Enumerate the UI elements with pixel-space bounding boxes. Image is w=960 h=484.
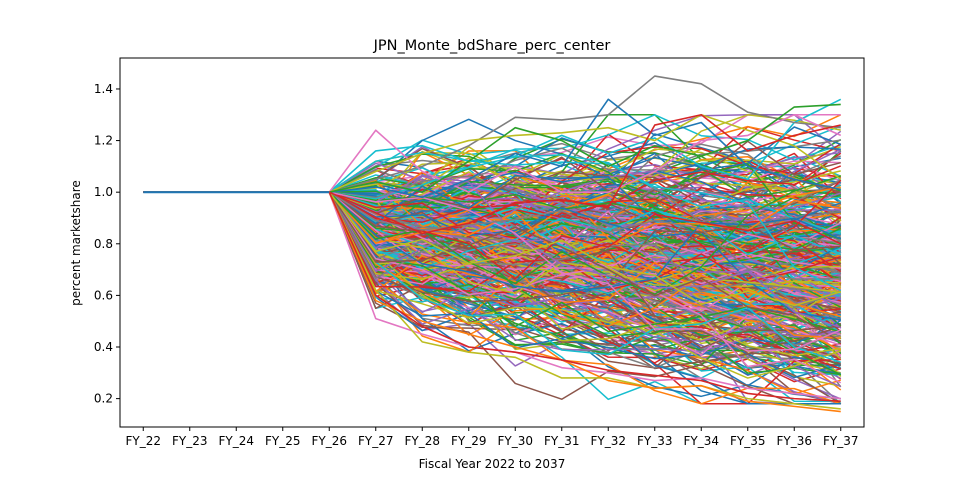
x-tick-label: FY_24 <box>218 434 254 448</box>
y-tick-label: 0.8 <box>94 237 113 251</box>
x-tick-label: FY_31 <box>544 434 580 448</box>
y-tick-label: 0.4 <box>94 340 113 354</box>
x-tick-label: FY_30 <box>497 434 533 448</box>
x-axis-label: Fiscal Year 2022 to 2037 <box>419 457 566 471</box>
x-tick-label: FY_29 <box>451 434 487 448</box>
y-tick-label: 1.4 <box>94 82 113 96</box>
x-tick-label: FY_35 <box>730 434 766 448</box>
x-tick-label: FY_33 <box>637 434 673 448</box>
y-tick-label: 1.2 <box>94 134 113 148</box>
y-tick-label: 0.2 <box>94 392 113 406</box>
axes: FY_22 FY_23 FY_24 FY_25 FY_26 FY_27 FY_28 FY_29… <box>94 57 865 448</box>
x-tick-label: FY_26 <box>311 434 347 448</box>
x-tick-label: FY_37 <box>823 434 859 448</box>
x-tick-label: FY_32 <box>590 434 626 448</box>
x-tick-label: FY_25 <box>265 434 301 448</box>
x-tick-label: FY_27 <box>358 434 394 448</box>
y-tick-label: 1.0 <box>94 185 113 199</box>
x-tick-label: FY_28 <box>404 434 440 448</box>
x-tick-label: FY_22 <box>125 434 161 448</box>
chart-title: JPN_Monte_bdShare_perc_center <box>373 38 611 54</box>
plot-frame <box>119 57 865 428</box>
x-tick-label: FY_23 <box>172 434 208 448</box>
x-tick-label: FY_36 <box>776 434 812 448</box>
y-axis-label: percent marketshare <box>69 180 83 306</box>
simulation-lines <box>143 75 842 413</box>
y-tick-label: 0.6 <box>94 288 113 302</box>
x-tick-label: FY_34 <box>683 434 719 448</box>
